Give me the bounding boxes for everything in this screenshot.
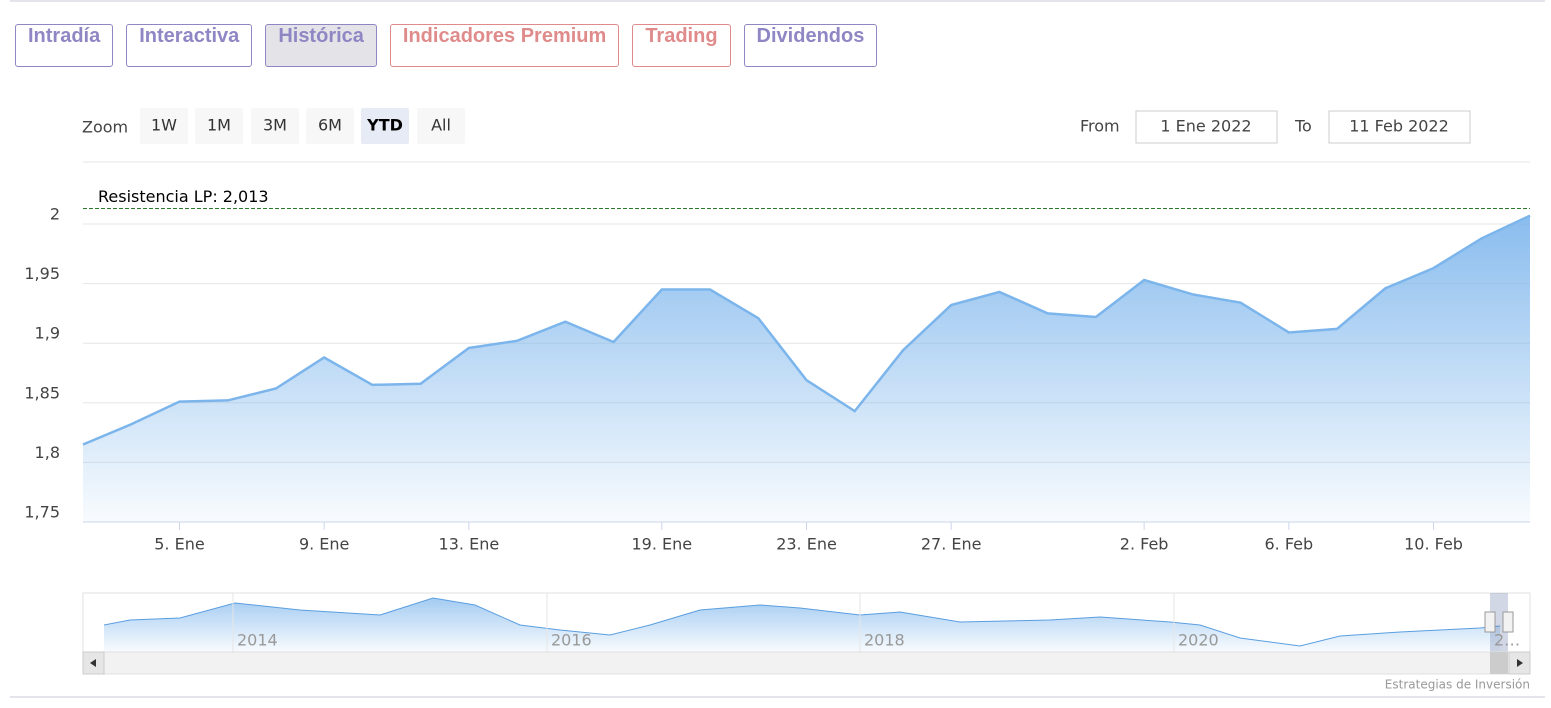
zoom-label: Zoom xyxy=(82,118,128,137)
area xyxy=(83,215,1530,522)
navigator-label: 2014 xyxy=(237,631,278,650)
navigator-label: 2016 xyxy=(551,631,592,650)
credit: Estrategias de Inversión xyxy=(1385,678,1530,692)
navigator-area xyxy=(104,598,1500,652)
zoom-button-label[interactable]: 1M xyxy=(207,116,231,135)
x-tick-label: 27. Ene xyxy=(921,535,982,554)
arrow xyxy=(1517,659,1523,667)
arrow xyxy=(90,659,96,667)
zoom-button[interactable] xyxy=(361,108,409,144)
zoom-button-label[interactable]: All xyxy=(431,116,451,135)
navigator-label: 2020 xyxy=(1178,631,1219,650)
tab[interactable]: Intradía xyxy=(15,24,114,67)
navigator-line xyxy=(103,597,1501,647)
zoom-button-label[interactable]: 3M xyxy=(263,116,287,135)
tab-bar: Intradía Interactiva Histórica Indicador… xyxy=(15,24,878,67)
scrollbar-thumb[interactable] xyxy=(1490,652,1508,674)
to-label: To xyxy=(1294,117,1312,136)
navigator-handle[interactable] xyxy=(1502,611,1514,633)
zoom-button[interactable] xyxy=(251,108,299,144)
y-tick-label: 2 xyxy=(50,204,60,223)
scroll-right[interactable] xyxy=(1508,651,1531,675)
zoom-button-label[interactable]: 1W xyxy=(151,116,177,135)
navigator[interactable] xyxy=(82,592,1531,653)
zoom-button[interactable] xyxy=(140,108,188,144)
zoom-button-label[interactable]: 6M xyxy=(318,116,342,135)
annotation-label: Resistencia LP: 2,013 xyxy=(98,187,269,206)
x-tick-label: 10. Feb xyxy=(1404,535,1463,554)
y-tick-label: 1,95 xyxy=(24,264,60,283)
tab[interactable]: Dividendos xyxy=(743,24,878,67)
x-tick-label: 13. Ene xyxy=(439,535,500,554)
y-tick-label: 1,75 xyxy=(24,503,60,522)
x-tick-label: 5. Ene xyxy=(154,535,204,554)
tab[interactable]: Indicadores Premium xyxy=(389,24,620,67)
line xyxy=(82,214,1531,446)
navigator-label: 2… xyxy=(1494,631,1520,650)
x-tick-label: 2. Feb xyxy=(1120,535,1169,554)
x-tick-label: 9. Ene xyxy=(299,535,349,554)
from-label: From xyxy=(1080,117,1120,136)
tab[interactable]: Interactiva xyxy=(126,24,253,67)
y-tick-label: 1,8 xyxy=(35,443,60,462)
from-value[interactable]: 1 Ene 2022 xyxy=(1160,117,1251,136)
y-tick-label: 1,85 xyxy=(24,383,60,402)
x-tick-label: 23. Ene xyxy=(776,535,837,554)
to-value[interactable]: 11 Feb 2022 xyxy=(1349,117,1449,136)
navigator-handle[interactable] xyxy=(1484,611,1496,633)
zoom-button-label[interactable]: YTD xyxy=(366,116,403,135)
tab[interactable]: Trading xyxy=(632,24,731,67)
zoom-button[interactable] xyxy=(195,108,243,144)
scrollbar[interactable] xyxy=(82,651,1531,675)
x-tick-label: 6. Feb xyxy=(1264,535,1313,554)
y-tick-label: 1,9 xyxy=(35,324,60,343)
x-tick-label: 19. Ene xyxy=(631,535,692,554)
to-input[interactable] xyxy=(1328,110,1471,144)
from-input[interactable] xyxy=(1135,110,1278,144)
zoom-button[interactable] xyxy=(417,108,465,144)
zoom-button[interactable] xyxy=(306,108,354,144)
navigator-selection[interactable] xyxy=(1490,593,1508,652)
tab[interactable]: Histórica xyxy=(265,24,377,67)
scroll-left[interactable] xyxy=(82,651,105,675)
navigator-label: 2018 xyxy=(864,631,905,650)
